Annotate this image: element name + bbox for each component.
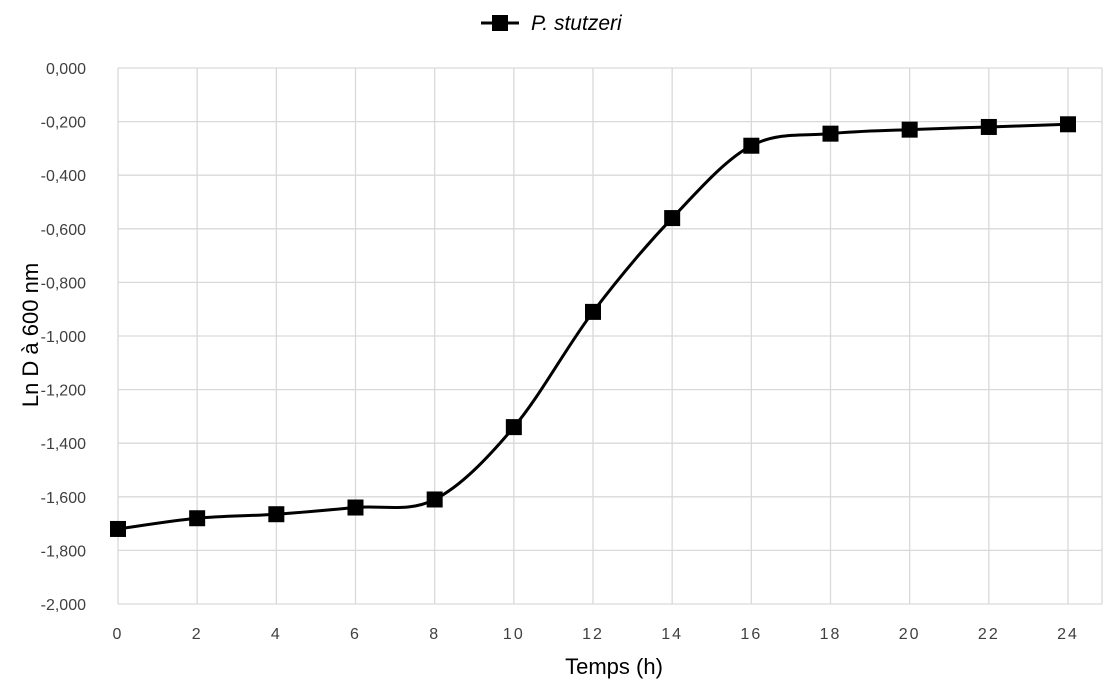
- legend: P. stutzeri: [481, 12, 623, 35]
- x-tick-label: 6: [350, 626, 361, 643]
- legend-series-label: P. stutzeri: [531, 12, 623, 35]
- x-tick-label: 20: [899, 626, 921, 643]
- data-point-marker: [743, 137, 760, 154]
- y-tick-label: 0,000: [46, 61, 86, 78]
- x-tick-label: 14: [661, 626, 683, 643]
- y-tick-label: -2,000: [41, 597, 86, 614]
- y-tick-label: -1,800: [41, 543, 86, 560]
- data-point-marker: [664, 210, 681, 227]
- x-tick-label: 12: [582, 626, 604, 643]
- x-tick-label: 18: [820, 626, 842, 643]
- y-tick-label: -1,000: [41, 329, 86, 346]
- y-tick-labels: 0,000 -0,200 -0,400 -0,600 -0,800 -1,000 -1,20…: [41, 61, 86, 614]
- x-tick-label: 2: [192, 626, 203, 643]
- x-tick-label: 16: [740, 626, 762, 643]
- data-point-marker: [822, 125, 839, 142]
- data-point-marker: [189, 510, 206, 527]
- data-point-marker: [110, 520, 126, 537]
- x-tick-label: 10: [503, 626, 525, 643]
- data-point-marker: [585, 303, 601, 320]
- x-tick-label: 8: [429, 626, 440, 643]
- data-point-marker: [426, 491, 443, 508]
- y-tick-label: -0,800: [41, 275, 86, 292]
- x-tick-label: 4: [271, 626, 282, 643]
- legend-square-marker: [492, 15, 508, 31]
- y-tick-label: -1,400: [41, 436, 86, 453]
- y-tick-label: -1,600: [41, 490, 86, 507]
- data-point-marker: [1060, 116, 1076, 133]
- data-point-marker: [901, 121, 918, 138]
- x-axis-title: Temps (h): [565, 654, 663, 679]
- data-point-marker: [980, 118, 997, 135]
- y-tick-label: -1,200: [41, 383, 86, 400]
- y-tick-label: -0,600: [41, 222, 86, 239]
- x-tick-label: 24: [1057, 626, 1079, 643]
- x-tick-label: 22: [978, 626, 1000, 643]
- data-point-marker: [268, 506, 285, 523]
- grid: [117, 67, 1103, 605]
- data-point-marker: [505, 419, 522, 436]
- data-point-marker: [347, 499, 364, 516]
- series-layer: [110, 116, 1076, 537]
- y-tick-label: -0,400: [41, 168, 86, 185]
- y-tick-label: -0,200: [41, 115, 86, 132]
- x-tick-label: 0: [113, 626, 124, 643]
- y-axis-title: Ln D à 600 nm: [18, 263, 43, 407]
- x-tick-labels: 0 2 4 6 8 10 12 14 16 18 20 22 24: [113, 626, 1079, 643]
